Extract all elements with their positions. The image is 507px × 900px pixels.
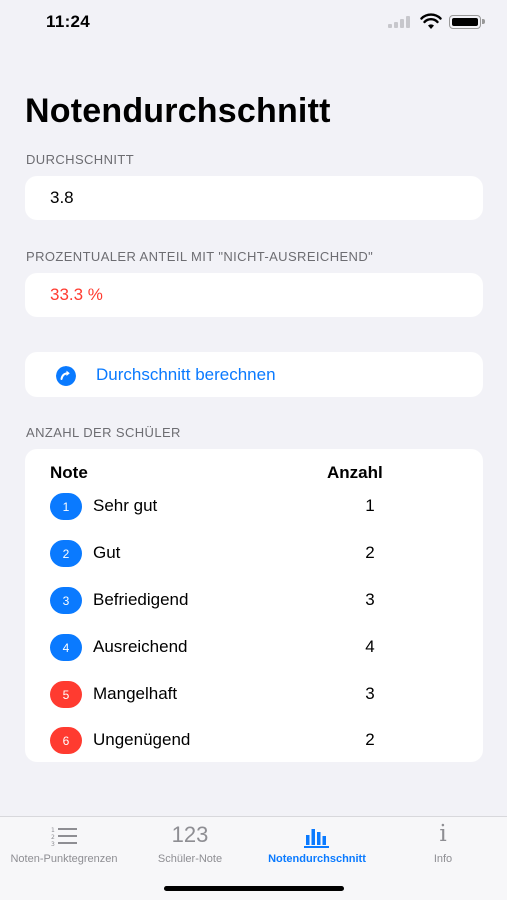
grade-badge: 6 [50,727,82,754]
grade-count: 2 [365,543,375,562]
grade-badge: 3 [50,587,82,614]
average-value: 3.8 [50,188,74,207]
grade-count: 4 [365,637,375,656]
grade-count: 2 [365,730,375,749]
table-row: 1 Sehr gut 1 [25,488,483,535]
average-card: 3.8 [25,176,483,220]
battery-icon [449,15,485,29]
calculate-average-label: Durchschnitt berechnen [96,365,276,384]
list-icon: 1 2 3 [51,827,77,848]
tab-label: Info [433,853,453,865]
grade-label: Befriedigend [93,590,189,609]
tab-info[interactable]: i Info [382,817,504,877]
grade-badge: 2 [50,540,82,567]
fail-share-card: 33.3 % [25,273,483,317]
table-row: 3 Befriedigend 3 [25,582,483,629]
numbers-icon: 123 [171,822,209,847]
table-row: 5 Mangelhaft 3 [25,676,483,723]
grade-badge: 5 [50,681,82,708]
calculate-average-button[interactable]: Durchschnitt berechnen [25,352,483,397]
fail-share-section-header: PROZENTUALER ANTEIL MIT "NICHT-AUSREICHE… [26,249,374,264]
grade-count: 3 [365,684,375,703]
tab-notendurchschnitt[interactable]: Notendurchschnitt [252,817,382,877]
table-row: 4 Ausreichend 4 [25,629,483,676]
refresh-icon [56,366,76,386]
chart-icon [304,829,329,848]
grade-label: Ungenügend [93,730,191,749]
grade-count: 1 [365,496,375,515]
signal-icon [388,16,414,28]
svg-text:3: 3 [51,841,55,848]
info-icon: i [439,821,447,847]
tab-label: Notendurchschnitt [268,853,366,865]
grade-badge: 4 [50,634,82,661]
grade-badge: 1 [50,493,82,520]
students-table: Note Anzahl 1 Sehr gut 1 2 Gut 2 3 Befri… [25,449,483,762]
svg-text:1: 1 [51,827,55,834]
table-row: 6 Ungenügend 2 [25,722,483,769]
tab-noten-punktegrenzen[interactable]: 1 2 3 Noten-Punktegrenzen [0,817,128,877]
fail-share-value: 33.3 % [50,285,103,304]
grade-count: 3 [365,590,375,609]
grade-label: Ausreichend [93,637,188,656]
home-indicator [164,886,344,891]
status-bar: 11:24 [0,0,507,46]
tab-label: Schüler-Note [157,853,223,865]
grade-label: Gut [93,543,121,562]
wifi-icon [420,13,442,29]
average-section-header: DURCHSCHNITT [26,152,135,167]
tab-label: Noten-Punktegrenzen [10,853,118,865]
grade-label: Sehr gut [93,496,158,515]
column-header-grade: Note [50,463,88,482]
status-time: 11:24 [46,12,91,31]
page-title: Notendurchschnitt [25,92,331,130]
grade-label: Mangelhaft [93,684,178,703]
column-header-count: Anzahl [327,463,383,482]
students-section-header: ANZAHL DER SCHÜLER [26,425,181,440]
table-row: 2 Gut 2 [25,535,483,582]
svg-text:2: 2 [51,834,55,841]
tab-schueler-note[interactable]: 123 Schüler-Note [128,817,252,877]
